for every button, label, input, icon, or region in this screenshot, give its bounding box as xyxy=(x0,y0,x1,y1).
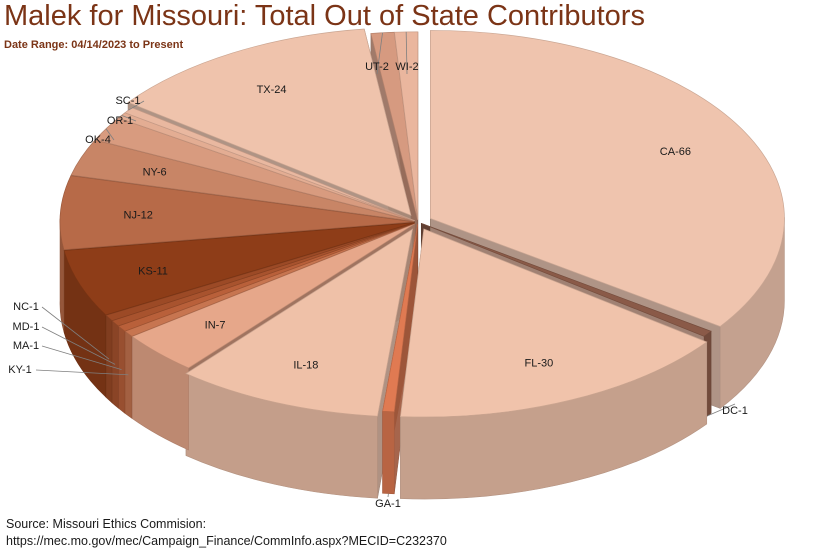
source-note: Source: Missouri Ethics Commision: https… xyxy=(6,516,447,550)
slice-label-ky: KY-1 xyxy=(8,364,31,376)
slice-label-ut: UT-2 xyxy=(365,61,389,73)
chart-title: Malek for Missouri: Total Out of State C… xyxy=(4,0,645,32)
pie-slice-nc xyxy=(105,222,415,322)
slice-label-sc: SC-1 xyxy=(115,95,140,107)
pie-slice-nj xyxy=(59,175,415,251)
pie-slice-ks xyxy=(63,222,415,316)
slice-label-ga: GA-1 xyxy=(375,498,401,510)
pie-side-md xyxy=(111,320,119,409)
slice-label-il: IL-18 xyxy=(293,359,318,371)
leader-line-ut xyxy=(376,32,383,75)
slice-label-ok: OK-4 xyxy=(85,134,111,146)
slice-label-ca: CA-66 xyxy=(660,146,691,158)
leader-line-ma xyxy=(41,345,122,371)
leader-line-wi xyxy=(405,31,408,75)
pie-slice-tx xyxy=(127,28,412,216)
pie-slice-dc xyxy=(421,222,712,337)
slice-label-ma: MA-1 xyxy=(13,340,39,352)
slice-label-wi: WI-2 xyxy=(395,61,418,73)
pie-side-ga xyxy=(382,410,395,495)
leader-line-ok xyxy=(105,128,115,141)
slice-label-fl: FL-30 xyxy=(525,357,554,369)
slice-label-md: MD-1 xyxy=(13,321,40,333)
source-line-1: Source: Missouri Ethics Commision: xyxy=(6,517,207,531)
leader-line-md xyxy=(41,326,116,365)
leader-line-or xyxy=(121,114,137,122)
pie-side-ma xyxy=(118,325,126,414)
pie-slice-wi xyxy=(394,31,419,220)
slice-label-ks: KS-11 xyxy=(138,265,168,277)
pie-slice-ny xyxy=(70,139,415,222)
slice-label-ny: NY-6 xyxy=(143,166,167,178)
pie-slice-ca xyxy=(430,30,785,327)
slice-label-nc: NC-1 xyxy=(13,301,39,313)
leader-line-ky xyxy=(35,369,129,376)
pie-side-nc xyxy=(105,314,113,404)
pie-slice-ga xyxy=(382,224,419,413)
pie-slice-fl xyxy=(400,228,708,418)
slice-label-or: OR-1 xyxy=(107,115,133,127)
leader-line-sc xyxy=(128,100,145,111)
slice-label-tx: TX-24 xyxy=(257,84,287,96)
leader-line-dc xyxy=(707,403,736,417)
slice-label-nj: NJ-12 xyxy=(124,210,153,222)
date-range-label: Date Range: xyxy=(4,39,72,51)
source-url: https://mec.mo.gov/mec/Campaign_Finance/… xyxy=(6,534,447,548)
slice-label-dc: DC-1 xyxy=(722,405,748,417)
date-range-value: 04/14/2023 to Present xyxy=(71,39,184,51)
leader-line-nc xyxy=(41,306,110,360)
date-range: Date Range: 04/14/2023 to Present xyxy=(4,39,183,51)
slice-label-in: IN-7 xyxy=(205,320,226,332)
pie-slice-in xyxy=(131,223,416,369)
pie-slice-il xyxy=(185,228,414,417)
